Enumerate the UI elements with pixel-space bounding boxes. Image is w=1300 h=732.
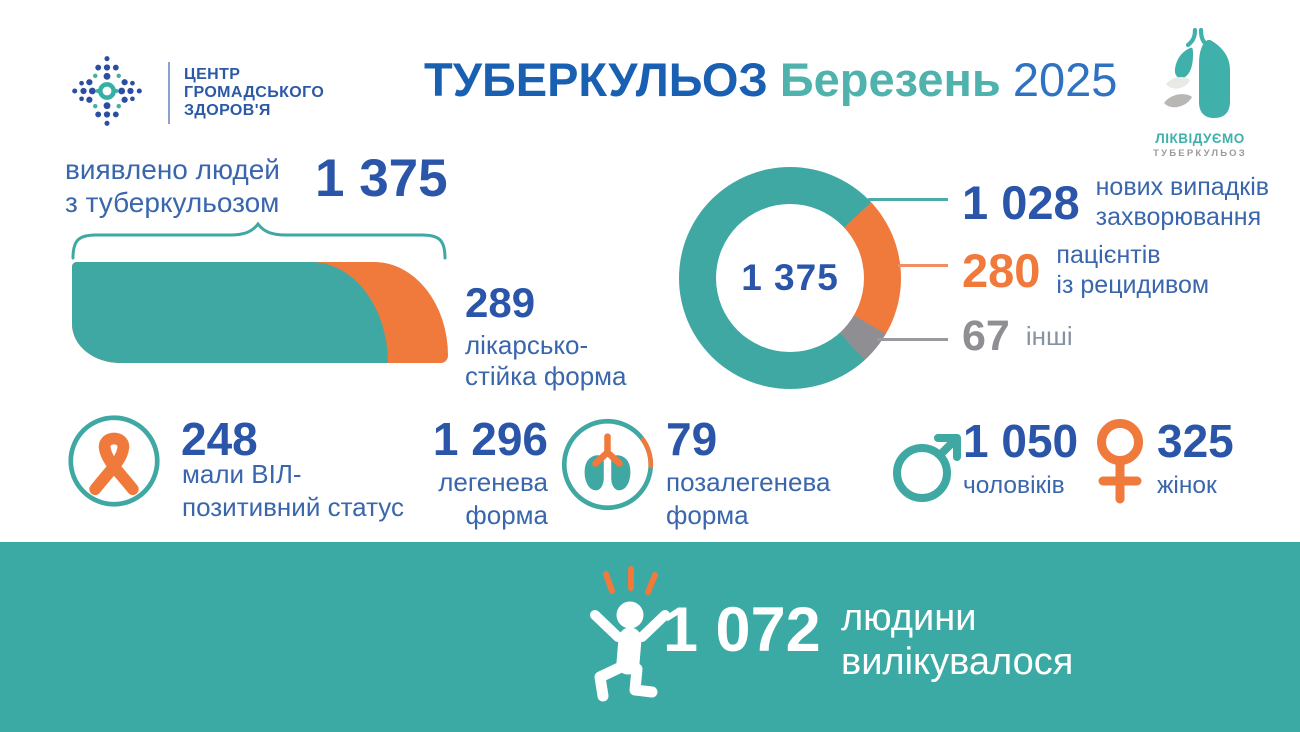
women-label: жінок (1157, 472, 1217, 499)
org-name-line2: ГРОМАДСЬКОГО (184, 83, 325, 101)
legend-row-other: 67 інші (962, 312, 1073, 361)
page-title: ТУБЕРКУЛЬОЗ Березень 2025 (424, 52, 1117, 107)
org-logo-text: ЦЕНТР ГРОМАДСЬКОГО ЗДОРОВ'Я (184, 66, 324, 120)
org-name-line1: ЦЕНТР (184, 66, 241, 83)
leader-line-other (877, 338, 948, 341)
donut-chart: 1 375 (679, 167, 901, 389)
resistant-label-line2: стійка форма (465, 361, 627, 392)
resistant-label-line1: лікарсько- (465, 330, 589, 360)
campaign-logo: ЛІКВІДУЄМО ТУБЕРКУЛЬОЗ (1140, 28, 1260, 159)
detected-label-line1: виявлено людей (65, 154, 280, 185)
women-value: 325 (1157, 415, 1234, 467)
male-icon (893, 434, 961, 502)
resistant-value: 289 (465, 279, 536, 326)
leader-line-new-cases (868, 198, 948, 201)
legend-row-relapse: 280 пацієнтів із рецидивом (962, 240, 1209, 300)
pulmonary-value: 1 296 (432, 413, 548, 465)
leader-line-relapse (898, 264, 948, 267)
hiv-value: 248 (181, 413, 258, 465)
extrapulmonary-label: позалегенева форма (666, 467, 831, 530)
women-stat: 325 жінок (1157, 414, 1234, 502)
legend-relapse-label: пацієнтів із рецидивом (1056, 241, 1210, 299)
title-year: 2025 (1012, 53, 1118, 106)
campaign-text-line1: ЛІКВІДУЄМО (1155, 131, 1245, 146)
cured-label: людини вилікувалося (841, 597, 1074, 684)
donut-center-label: 1 375 (716, 204, 864, 352)
men-value: 1 050 (963, 415, 1079, 467)
org-logo-ring (98, 82, 116, 100)
legend-other-value: 67 (962, 312, 1010, 360)
extrapulmonary-stat: 79 позалегенева форма (666, 412, 830, 531)
brace-icon (71, 222, 447, 260)
pulmonary-label: легенева форма (438, 467, 548, 530)
legend-relapse-value: 280 (962, 243, 1041, 297)
detected-bar-other-segment (72, 262, 388, 363)
cured-person-icon (590, 566, 670, 702)
pulmonary-stat: 1 296 легенева форма (300, 412, 548, 531)
lungs-icon (561, 418, 654, 511)
extrapulmonary-value: 79 (666, 413, 718, 465)
detected-bar-chart (72, 262, 448, 363)
men-stat: 1 050 чоловіків (963, 414, 1078, 502)
detected-total: 1 375 (315, 149, 448, 208)
resistant-label: лікарсько- стійка форма (465, 330, 626, 392)
campaign-text-line2: ТУБЕРКУЛЬОЗ (1153, 148, 1247, 159)
hiv-ribbon-icon (68, 415, 160, 507)
legend-other-label: інші (1025, 320, 1073, 351)
org-logo-dots-icon (72, 56, 142, 126)
cured-banner: ТУБЕРКУЛЬОЗ ВИЛІКОВНИЙ! 1 072 людини вил… (0, 542, 1300, 732)
female-icon (1097, 419, 1143, 504)
legend-row-new-cases: 1 028 нових випадків захворювання (962, 172, 1269, 232)
legend-new-cases-value: 1 028 (962, 175, 1080, 229)
campaign-lungs-icon (1164, 28, 1230, 118)
title-disease: ТУБЕРКУЛЬОЗ (424, 53, 768, 106)
detected-label: виявлено людей з туберкульозом (65, 153, 280, 219)
title-month: Березень (779, 53, 1001, 106)
org-logo-divider (168, 62, 170, 124)
cured-value: 1 072 (663, 595, 821, 665)
legend-new-cases-label: нових випадків захворювання (1095, 173, 1270, 231)
hiv-label: мали ВІЛ- позитивний статус (182, 459, 404, 522)
men-label: чоловіків (963, 472, 1065, 499)
detected-label-line2: з туберкульозом (65, 187, 280, 219)
org-name-line3: ЗДОРОВ'Я (184, 101, 271, 119)
